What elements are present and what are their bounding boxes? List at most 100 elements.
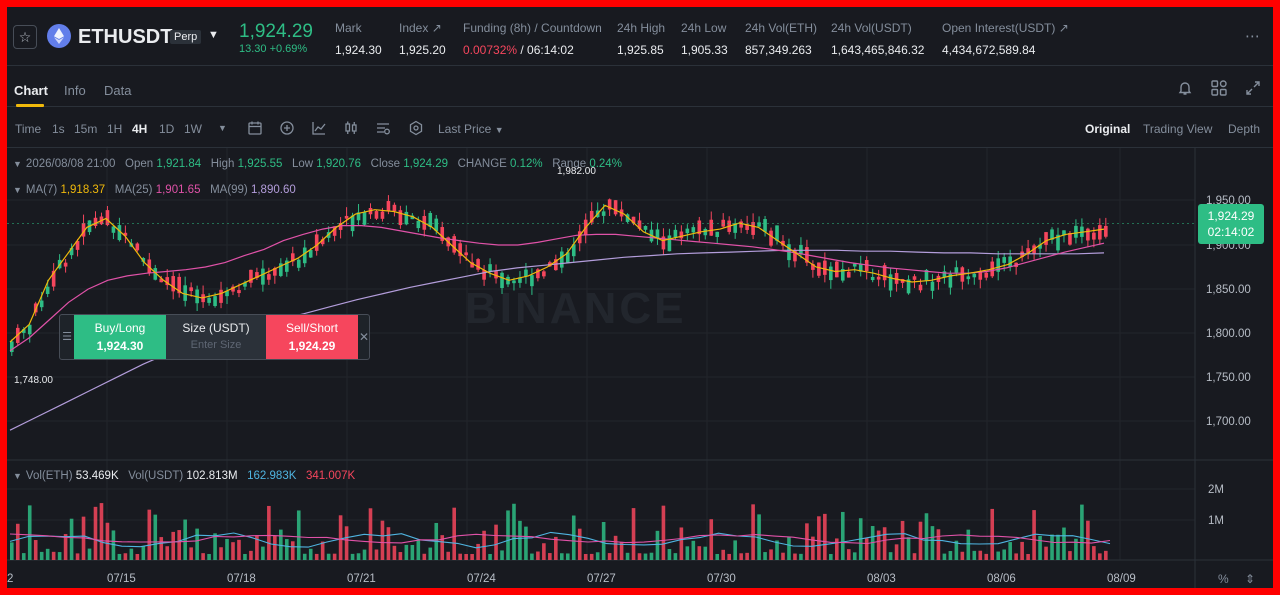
tab-info[interactable]: Info (64, 83, 86, 98)
candle-body (1068, 232, 1072, 245)
volume-bar (727, 553, 731, 560)
volume-bar (661, 505, 666, 560)
interval-dropdown-icon[interactable]: ▼ (218, 123, 227, 133)
candle-body (255, 272, 259, 278)
interval-1w[interactable]: 1W (184, 122, 202, 136)
volume-bar (201, 553, 205, 560)
candle-body (930, 281, 935, 291)
layout-grid-icon[interactable] (1210, 79, 1228, 97)
candle-body (870, 276, 875, 281)
tab-chart[interactable]: Chart (14, 83, 48, 98)
candlestick-chart[interactable]: 1,950.001,900.001,850.001,800.001,750.00… (7, 148, 1273, 588)
tab-data[interactable]: Data (104, 83, 132, 98)
candle-body (308, 249, 313, 258)
candle-body (482, 270, 486, 280)
volume-bar (416, 540, 421, 560)
volume-bar (494, 524, 498, 560)
chart-area[interactable]: 1,950.00 1,900.00 1,850.00 1,800.00 1,750.00… (7, 148, 1273, 588)
volume-bar (500, 550, 504, 560)
volume-bar (273, 535, 277, 560)
volume-bar (320, 541, 325, 560)
volume-tick-label: 2M (1208, 484, 1224, 496)
time-label: Time (15, 122, 42, 136)
volume-bar (290, 541, 295, 560)
volume-bar (45, 548, 50, 560)
interval-1d[interactable]: 1D (159, 122, 175, 136)
volume-bar (978, 550, 983, 560)
line-chart-icon[interactable] (311, 120, 327, 136)
interval-1s[interactable]: 1s (52, 122, 65, 136)
volume-bar (111, 530, 116, 560)
volume-bar (392, 545, 397, 560)
interval-15m[interactable]: 15m (74, 122, 98, 136)
stat-open-interest[interactable]: Open Interest(USDT) ↗ 4,434,672,589.84 (942, 21, 1069, 57)
interval-4h[interactable]: 4H (132, 122, 148, 136)
symbol-name[interactable]: ETHUSDT (78, 26, 173, 48)
indicator-add-icon[interactable] (279, 120, 295, 136)
drag-handle-icon[interactable]: ☰ (62, 331, 72, 343)
percent-scale-icon: % (1218, 572, 1229, 586)
volume-bar (912, 553, 917, 560)
candle-body (882, 265, 887, 281)
view-depth[interactable]: Depth (1228, 122, 1261, 136)
x-tick-label: 08/03 (867, 573, 896, 585)
stat-funding: Funding (8h) / Countdown 0.00732% / 06:14… (463, 21, 602, 57)
favorite-star-icon[interactable]: ☆ (13, 25, 37, 49)
volume-bar (1050, 534, 1054, 560)
candle-body (601, 211, 606, 216)
volume-bar (649, 552, 654, 560)
candle-body (769, 230, 773, 246)
view-trading-view[interactable]: Trading View (1143, 122, 1213, 136)
candle-body (165, 277, 170, 286)
candle-body (452, 236, 456, 253)
candle-body (434, 218, 439, 232)
x-tick-label: 08/09 (1107, 573, 1136, 585)
volume-bar (613, 535, 618, 560)
volume-bar (554, 536, 558, 560)
volume-bar (763, 552, 767, 560)
candle-body (410, 215, 415, 220)
view-original[interactable]: Original (1085, 122, 1131, 136)
close-icon[interactable]: ✕ (358, 330, 370, 344)
candle-body (817, 262, 821, 276)
price-type-select[interactable]: Last Price ▼ (438, 122, 504, 136)
calendar-icon[interactable] (247, 120, 263, 136)
volume-bar (1026, 553, 1030, 560)
more-options-icon[interactable]: ⋯ (1245, 28, 1261, 45)
stat-index[interactable]: Index ↗ 1,925.20 (399, 21, 446, 57)
volume-bar (751, 504, 755, 560)
candle-body (906, 279, 911, 294)
candle-body (1074, 225, 1078, 238)
buy-long-button[interactable]: Buy/Long 1,924.30 (74, 315, 166, 359)
symbol-dropdown-icon[interactable]: ▼ (208, 29, 219, 41)
volume-bar (135, 554, 140, 560)
candle-body (1044, 232, 1048, 245)
candle-type-icon[interactable] (343, 120, 359, 136)
candle-body (739, 221, 743, 228)
candle-body (703, 228, 708, 236)
size-field[interactable]: Size (USDT) (166, 315, 266, 359)
chart-settings-icon[interactable] (375, 120, 391, 136)
ma-legend: ▼ MA(7) 1,918.37 MA(25) 1,901.65 MA(99) 1… (13, 184, 296, 196)
volume-bar (990, 508, 995, 560)
y-tick-label: 1,700.00 (1206, 416, 1251, 428)
volume-legend: ▼ Vol(ETH) 53.469K Vol(USDT) 102.813M 162… (13, 470, 356, 482)
candle-body (1104, 225, 1108, 237)
volume-bar (1062, 527, 1066, 560)
candle-body (1086, 228, 1090, 241)
sell-short-button[interactable]: Sell/Short 1,924.29 (266, 315, 358, 359)
bell-icon[interactable] (1176, 79, 1194, 97)
candle-body (81, 223, 86, 237)
candle-body (888, 274, 893, 291)
volume-bar (888, 552, 893, 560)
candle-body (691, 227, 696, 233)
expand-icon[interactable] (1244, 79, 1262, 97)
x-tick-label: 07/18 (227, 573, 256, 585)
gear-icon[interactable] (408, 120, 424, 136)
volume-bar (428, 547, 433, 560)
volume-bar (637, 553, 642, 560)
interval-1h[interactable]: 1H (107, 122, 123, 136)
volume-bar (506, 510, 510, 560)
size-input[interactable] (171, 339, 261, 351)
volume-bar (840, 511, 845, 560)
